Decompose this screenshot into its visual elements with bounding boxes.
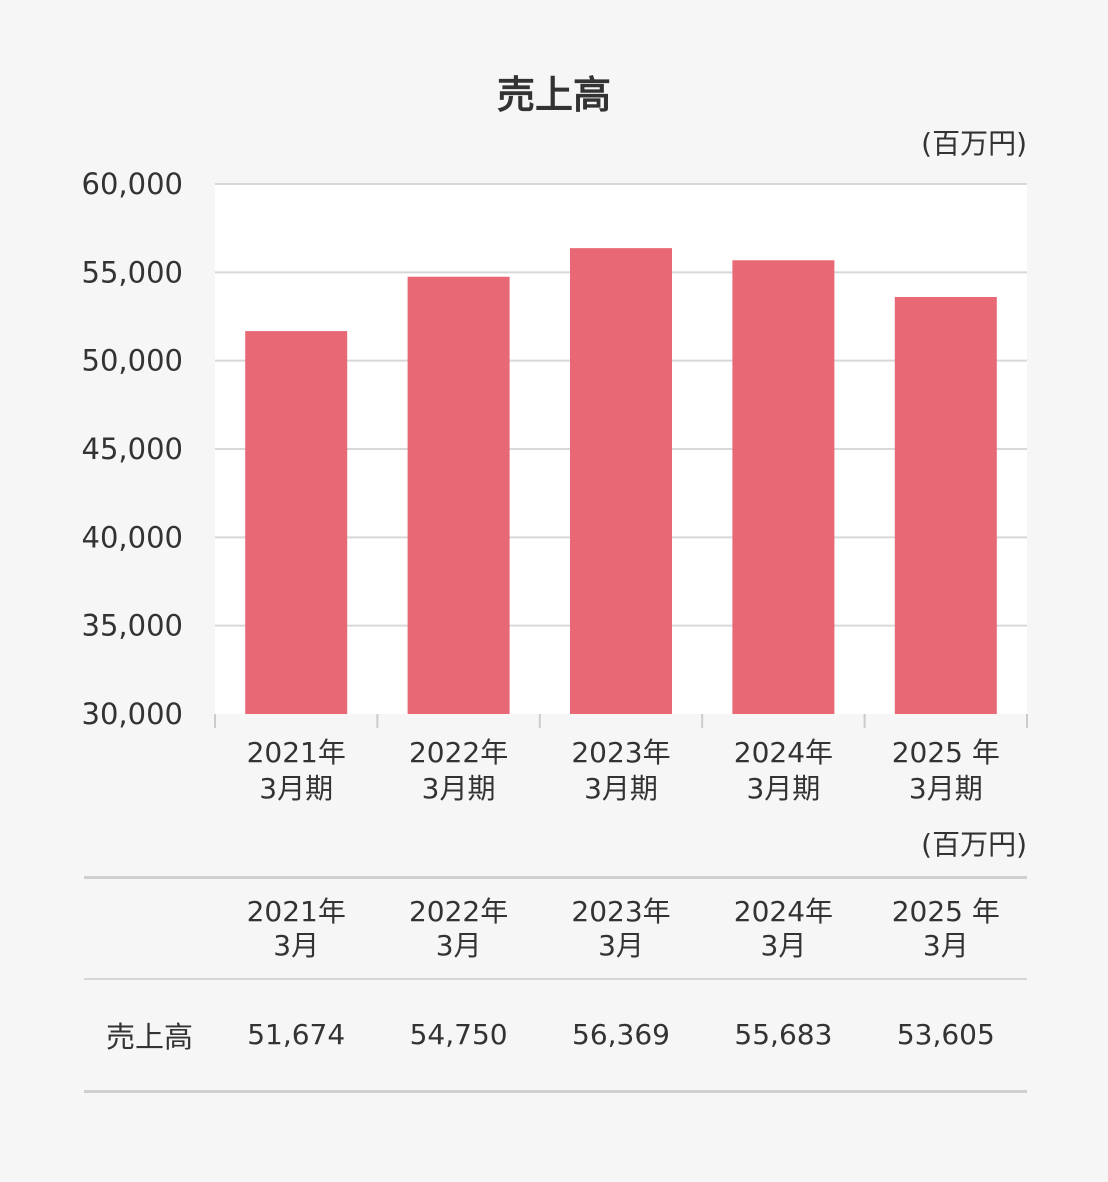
table-header-cell: 2021年 3月 (215, 895, 377, 963)
header-year: 2023年 (571, 894, 671, 928)
x-tick-label: 2022年 (409, 736, 508, 769)
row-label: 売上高 (105, 1020, 193, 1054)
x-tick-label: 2024年 (734, 736, 833, 769)
table-unit-label: (百万円) (921, 828, 1027, 861)
chart-unit-label: (百万円) (921, 127, 1027, 160)
table-header-divider (84, 978, 1027, 980)
table-row: 売上高 51,674 54,750 56,369 55,683 53,605 (84, 980, 1027, 1090)
header-year: 2022年 (408, 894, 509, 928)
header-year: 2025 年 (891, 894, 1000, 928)
table-header-row: 2021年 3月 2022年 3月 2023年 3月 2024年 3月 2025 年 3月 (84, 879, 1027, 978)
y-tick-label: 35,000 (82, 609, 183, 643)
bars (245, 248, 997, 715)
x-tick-label: 3月期 (422, 772, 496, 805)
y-tick-label: 45,000 (82, 432, 183, 466)
table-cell-value: 51,674 (247, 1018, 346, 1051)
bar (570, 248, 672, 715)
header-year: 2021年 (246, 894, 346, 928)
x-tick-label: 3月期 (259, 772, 333, 805)
header-month: 3月 (598, 928, 644, 962)
y-tick-label: 55,000 (82, 255, 183, 289)
y-axis-ticks: 30,000 35,000 40,000 45,000 50,000 55,000 60,0… (82, 167, 183, 731)
table-bottom-border (84, 1090, 1027, 1093)
header-month: 3月 (760, 928, 807, 962)
bar (407, 276, 510, 714)
sales-table: 2021年 3月 2022年 3月 2023年 3月 2024年 3月 2025 年 3月… (84, 876, 1027, 1093)
table-cell-value: 54,750 (409, 1018, 508, 1051)
table-cell-value: 55,683 (734, 1018, 833, 1051)
bar (894, 296, 997, 714)
x-tick-label: 2021年 (247, 736, 346, 769)
bar (732, 260, 835, 714)
y-tick-label: 60,000 (82, 167, 183, 201)
x-tick-label: 2023年 (571, 736, 670, 769)
table-header-cell: 2022年 3月 (377, 895, 539, 963)
x-tick-label: 2025 年 (892, 736, 1000, 769)
x-tick-label: 3月期 (746, 772, 820, 805)
y-tick-label: 30,000 (82, 697, 183, 731)
table-header-cell: 2024年 3月 (702, 895, 864, 963)
header-month: 3月 (273, 928, 320, 962)
bar (245, 331, 348, 714)
x-tick-label: 3月期 (909, 772, 983, 805)
table-header-cell: 2023年 3月 (540, 895, 702, 963)
y-tick-label: 40,000 (82, 520, 183, 554)
table-cell-value: 56,369 (572, 1018, 670, 1051)
chart-title: 売上高 (496, 73, 611, 117)
bar-chart: 30,000 35,000 40,000 45,000 50,000 55,000 60,0… (82, 167, 1028, 805)
table-header-cell: 2025 年 3月 (865, 895, 1027, 963)
table-cell-value: 53,605 (896, 1018, 995, 1051)
table-top-border (84, 876, 1027, 879)
x-tick-label: 3月期 (584, 772, 658, 805)
y-tick-label: 50,000 (82, 344, 183, 378)
header-year: 2024年 (733, 894, 834, 928)
header-month: 3月 (435, 928, 482, 962)
header-month: 3月 (922, 928, 969, 962)
